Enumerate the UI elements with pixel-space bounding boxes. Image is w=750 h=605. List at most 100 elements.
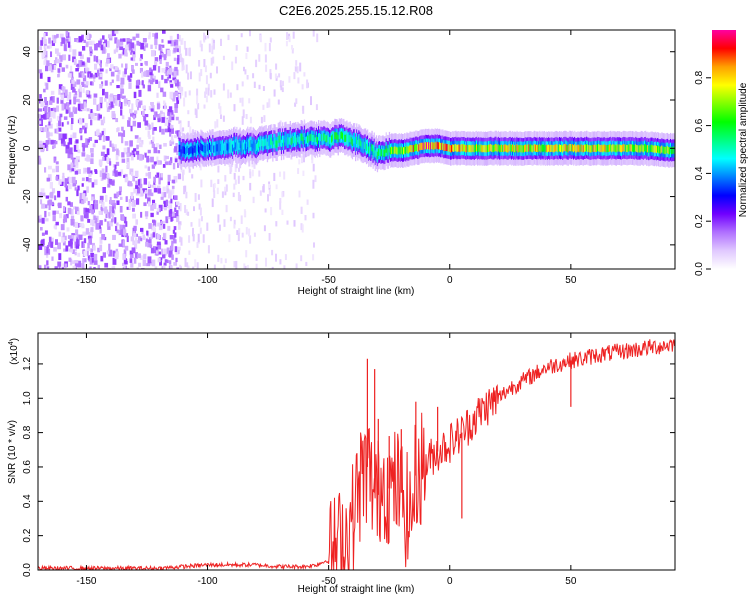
spectrogram-noise-cell [78, 90, 82, 98]
spectrogram-noise-cell [214, 121, 217, 129]
spectrogram-noise-cell [310, 96, 312, 106]
spectrogram-noise-cell [140, 227, 144, 232]
spectrogram-noise-cell [148, 124, 151, 130]
spectrogram-noise-cell [39, 144, 43, 151]
spectrogram-noise-cell [313, 242, 315, 248]
spectrogram-noise-cell [70, 215, 75, 223]
spectrogram-noise-cell [107, 53, 110, 59]
spectrogram-noise-cell [56, 97, 59, 104]
spectrogram-noise-cell [268, 43, 271, 52]
spectrogram-noise-cell [158, 225, 163, 231]
spectrogram-noise-cell [154, 57, 159, 62]
spectrogram-ridge-cell [489, 144, 491, 152]
spectrogram-ridge-cell [222, 143, 224, 151]
spectrogram-ridge-cell [318, 133, 320, 141]
spectrogram-ridge-cell [517, 145, 519, 153]
spectrogram-noise-cell [157, 257, 161, 263]
spectrogram-noise-cell [38, 157, 41, 164]
spectrogram-noise-cell [112, 234, 116, 240]
spectrogram-noise-cell [171, 243, 174, 250]
spectrogram-noise-cell [200, 69, 203, 77]
spectrogram-noise-cell [151, 164, 155, 169]
spectrogram-noise-cell [114, 37, 118, 44]
spectrogram-noise-cell [158, 251, 162, 255]
spectrogram-noise-cell [50, 241, 54, 248]
spectrogram-noise-cell [288, 76, 291, 83]
spectrogram-ridge-cell [580, 144, 582, 152]
spectrogram-ridge-cell [532, 144, 534, 152]
spectrogram-noise-cell [68, 137, 73, 145]
spectrogram-ridge-cell [643, 144, 646, 152]
spectrogram-ridge-cell [360, 141, 362, 149]
spectrogram-noise-cell [133, 187, 138, 194]
spectrogram-noise-cell [124, 68, 127, 75]
spectrogram-noise-cell [130, 236, 135, 242]
spectrogram-noise-cell [136, 40, 140, 46]
spectrogram-noise-cell [242, 109, 245, 118]
spectrogram-noise-cell [163, 262, 167, 266]
spectrogram-noise-cell [40, 114, 45, 119]
spectrogram-ridge-cell [380, 149, 382, 157]
spectrogram-ridge-cell [495, 144, 497, 152]
spectrogram-noise-cell [152, 203, 157, 210]
spectrogram-ridge-cell [405, 147, 407, 155]
spectrogram-noise-cell [176, 267, 180, 269]
spectrogram-noise-cell [251, 162, 254, 168]
spectrogram-ridge-cell [190, 146, 192, 154]
spectrogram-noise-cell [164, 161, 169, 165]
spectrogram-ridge-cell [312, 135, 314, 143]
spectrogram-noise-cell [262, 104, 265, 110]
spectrogram-noise-cell [146, 155, 150, 163]
spectrogram-noise-cell [46, 60, 50, 67]
spectrogram-ridge-cell [379, 148, 381, 156]
spectrogram-ridge-cell [399, 147, 401, 155]
spectrogram-noise-cell [153, 147, 158, 154]
spectrogram-noise-cell [212, 56, 215, 64]
spectrogram-noise-cell [113, 144, 117, 150]
spectrogram-noise-cell [93, 267, 97, 269]
spectrogram-ridge-cell [564, 144, 566, 152]
spectrogram-noise-cell [58, 179, 62, 185]
spectrogram-noise-cell [169, 91, 174, 99]
spectrogram-noise-cell [159, 144, 162, 149]
spectrogram-noise-cell [163, 206, 167, 211]
spectrogram-ridge-cell [657, 145, 659, 153]
spectrogram-noise-cell [174, 158, 178, 163]
spectrogram-noise-cell [113, 95, 117, 100]
spectrogram-ridge-cell [466, 145, 468, 153]
spectrogram-ridge-cell [255, 143, 258, 151]
spectrogram-noise-cell [60, 42, 63, 47]
spectrogram-noise-cell [135, 33, 140, 38]
spectrogram-noise-cell [145, 126, 149, 131]
spectrogram-ridge-cell [383, 149, 385, 157]
spectrogram-noise-cell [89, 205, 93, 210]
spectrogram-noise-cell [230, 166, 233, 172]
spectrogram-ridge-cell [473, 145, 476, 153]
spectrogram-ridge-cell [591, 144, 593, 152]
spectrogram-noise-cell [100, 44, 104, 51]
spectrogram-ridge-cell [398, 146, 400, 154]
spectrogram-noise-cell [235, 160, 238, 169]
spectrogram-noise-cell [93, 74, 96, 79]
spectrogram-ridge-cell [592, 144, 594, 153]
spectrogram-ridge-cell [443, 143, 445, 151]
spectrogram-noise-cell [95, 130, 100, 136]
spectrogram-noise-cell [88, 173, 92, 178]
spectrogram-noise-cell [190, 222, 193, 227]
spectrogram-ridge-cell [349, 135, 351, 143]
spectrogram-ridge-cell [577, 144, 579, 152]
spectrogram-noise-cell [239, 161, 242, 169]
spectrogram-noise-cell [65, 214, 69, 219]
spectrogram-noise-cell [73, 223, 76, 227]
spectrogram-noise-cell [138, 41, 141, 47]
spectrogram-noise-cell [108, 249, 113, 257]
spectrogram-ridge-cell [354, 136, 356, 144]
spectrogram-noise-cell [171, 179, 176, 184]
spectrogram-noise-cell [171, 110, 174, 115]
spectrogram-ridge-cell [229, 143, 231, 151]
spectrogram-ridge-cell [278, 135, 281, 143]
spectrogram-noise-cell [74, 38, 79, 42]
spectrogram-noise-cell [149, 67, 152, 73]
spectrogram-noise-cell [53, 225, 57, 229]
spectrogram-noise-cell [48, 212, 51, 217]
